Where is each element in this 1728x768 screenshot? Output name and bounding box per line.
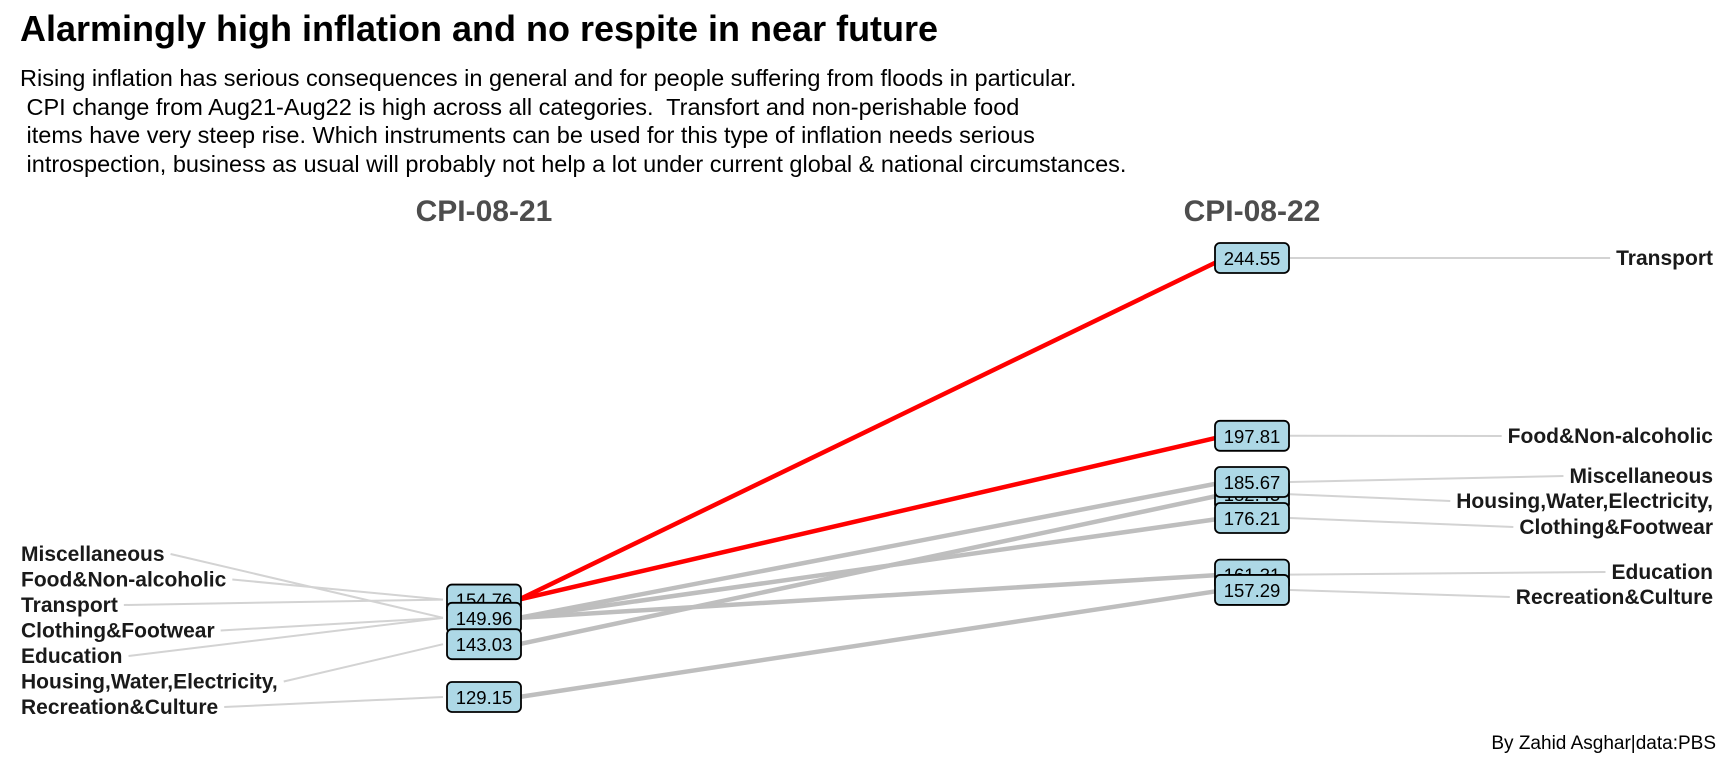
category-label-right: Clothing&Footwear [1519, 516, 1713, 539]
series-line [516, 572, 1228, 621]
chart-subtitle: Rising inflation has serious consequence… [20, 64, 1126, 178]
leader-line [220, 616, 444, 632]
value-label: 185.67 [1214, 466, 1290, 498]
category-label-right: Transport [1616, 247, 1713, 270]
value-label: 176.21 [1214, 502, 1290, 534]
category-label-left: Education [21, 645, 123, 668]
category-label-left: Recreation&Culture [21, 696, 218, 719]
column-header: CPI-08-22 [1184, 195, 1321, 228]
value-label: 197.81 [1214, 419, 1290, 452]
category-label-left: Housing,Water,Electricity, [21, 671, 278, 694]
value-label-box [1214, 466, 1290, 498]
chart-title: Alarmingly high inflation and no respite… [20, 8, 939, 49]
value-label-text: 129.15 [456, 687, 513, 708]
leader-line [1289, 516, 1514, 528]
category-label-right: Miscellaneous [1569, 465, 1713, 488]
subtitle-line: introspection, business as usual will pr… [20, 150, 1127, 177]
value-label-box [1214, 242, 1290, 274]
value-label-text: 185.67 [1224, 472, 1281, 493]
category-label-left: Transport [21, 594, 118, 617]
series-lines [516, 255, 1228, 700]
value-label-box [446, 681, 522, 713]
value-label: 129.15 [446, 681, 522, 713]
value-label-text: 143.03 [456, 634, 513, 655]
leader-line [224, 696, 444, 708]
value-label-box [1214, 502, 1290, 534]
value-label-text: 244.55 [1224, 248, 1281, 269]
category-label-right: Housing,Water,Electricity, [1456, 490, 1713, 513]
leader-lines [123, 257, 1611, 708]
leader-line [1289, 493, 1451, 502]
value-label-box [1214, 419, 1290, 452]
category-label-right: Food&Non-alcoholic [1508, 425, 1714, 448]
subtitle-line: Rising inflation has serious consequence… [20, 65, 1077, 91]
category-label-right: Education [1611, 561, 1713, 584]
category-label-left: Food&Non-alcoholic [21, 569, 227, 592]
value-label-text: 157.29 [1224, 580, 1281, 601]
subtitle-line: CPI change from Aug21-Aug22 is high acro… [20, 93, 1020, 120]
category-label-left: Clothing&Footwear [21, 620, 215, 643]
leader-line [1289, 571, 1606, 576]
series-line [516, 587, 1228, 700]
value-label-box [446, 628, 522, 661]
leader-line [128, 616, 444, 657]
series-line [516, 433, 1228, 602]
series-line [516, 255, 1228, 602]
leader-line [123, 598, 444, 606]
category-label-right: Recreation&Culture [1516, 586, 1713, 609]
leader-line [232, 578, 444, 601]
series-line [516, 515, 1228, 621]
value-labels: 154.76149.96143.03129.15244.55197.81182.… [446, 242, 1290, 713]
value-label-text: 176.21 [1224, 508, 1281, 529]
value-label: 143.03 [446, 628, 522, 661]
leader-line [1289, 475, 1564, 483]
chart-caption: By Zahid Asghar|data:PBS [1491, 733, 1716, 754]
value-label: 244.55 [1214, 242, 1290, 274]
subtitle-line: items have very steep rise. Which instru… [20, 122, 1035, 148]
column-header: CPI-08-21 [416, 195, 553, 228]
value-label: 157.29 [1214, 574, 1290, 606]
value-label-text: 197.81 [1224, 426, 1281, 447]
category-labels: MiscellaneousFood&Non-alcoholicTransport… [21, 247, 1713, 719]
value-label-text: 149.96 [456, 608, 513, 629]
category-label-left: Miscellaneous [21, 543, 165, 566]
series-line [516, 479, 1228, 621]
leader-line [283, 643, 444, 683]
value-label-box [1214, 574, 1290, 606]
column-headers: CPI-08-21 CPI-08-22 [416, 195, 1321, 228]
leader-line [1289, 588, 1510, 598]
